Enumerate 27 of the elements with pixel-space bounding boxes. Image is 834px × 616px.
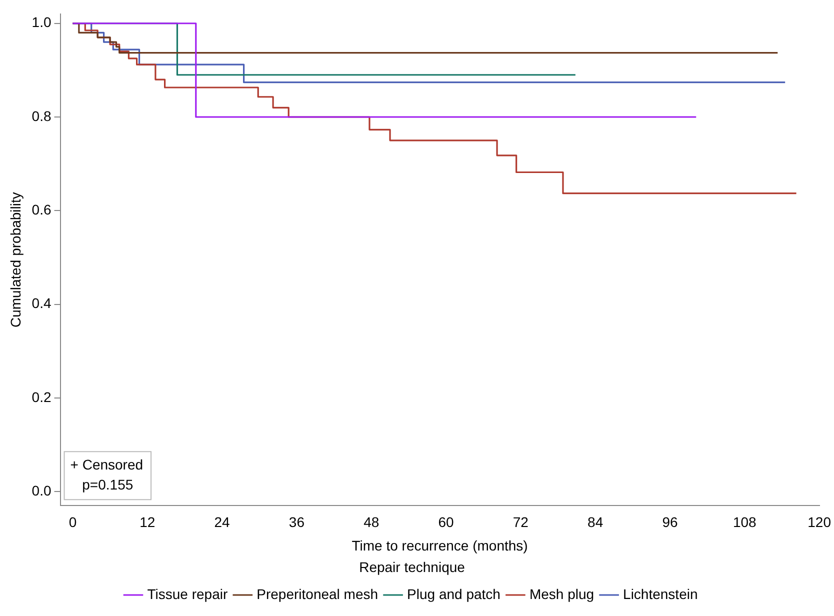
annotation: p=0.155 [82,476,134,492]
legend-label: Tissue repair [147,586,228,602]
x-tick-label: 36 [288,514,305,530]
x-tick-label: 48 [364,514,380,530]
y-axis-title: Cumulated probability [7,192,24,328]
legend-label: Plug and patch [407,586,500,602]
x-tick-label: 24 [214,514,230,530]
x-tick-label: 0 [68,514,77,530]
x-axis-title: Time to recurrence (months) [352,538,528,554]
y-tick-label: 0.8 [32,108,52,124]
y-tick-label: 0.2 [32,388,52,405]
x-tick-label: 108 [732,514,757,530]
x-tick-label: 72 [512,514,529,530]
y-tick-label: 1.0 [32,14,52,30]
x-tick-label: 12 [140,514,156,530]
x-tick-label: 60 [438,514,454,530]
y-tick-label: 0.0 [32,482,52,498]
x-tick-label: 84 [588,514,604,530]
annotation: + Censored [70,456,144,472]
legend-label: Mesh plug [529,586,594,602]
legend-label: Preperitoneal mesh [256,586,378,602]
legend-label: Lichtenstein [623,586,698,602]
legend-title: Repair technique [359,559,466,576]
y-tick-label: 0.4 [32,295,52,312]
y-tick-label: 0.6 [32,202,52,218]
x-tick-label: 96 [662,514,678,530]
x-tick-label: 120 [808,514,832,530]
